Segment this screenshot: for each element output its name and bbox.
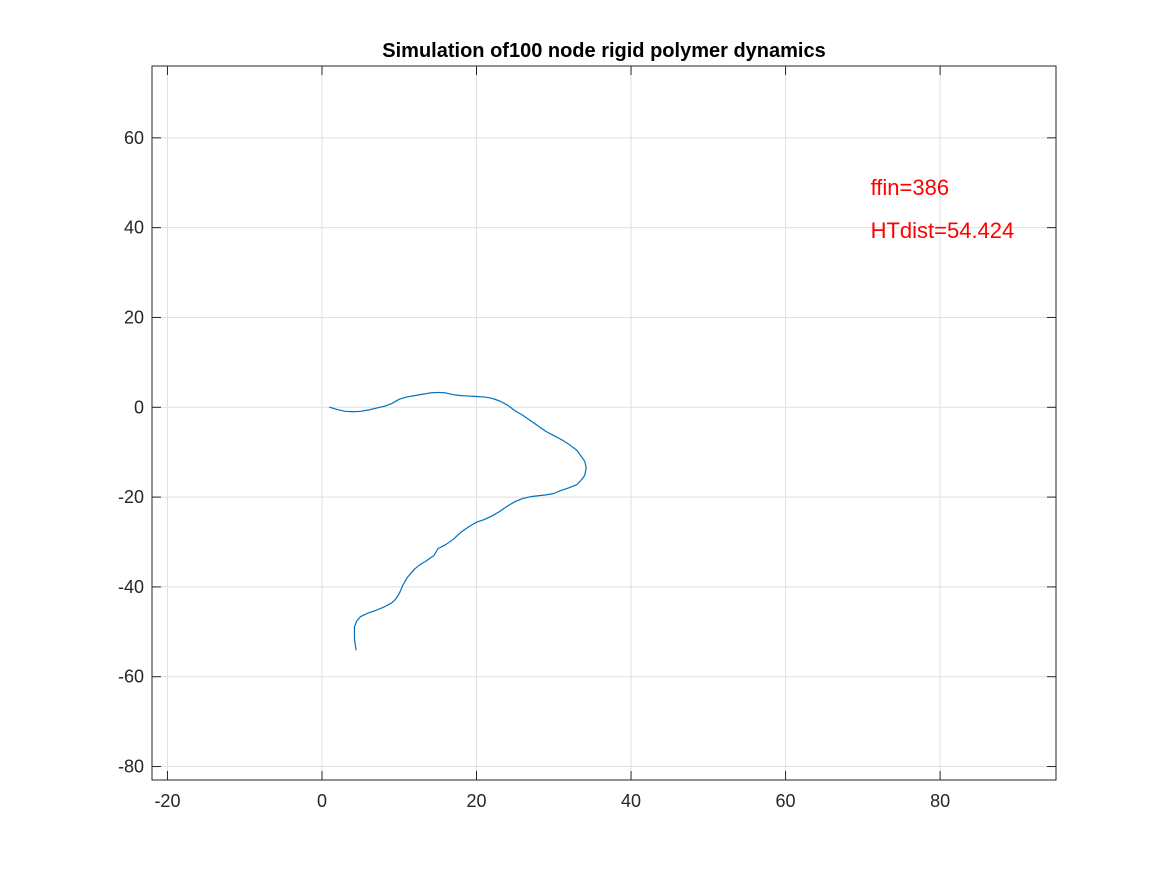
grid (152, 66, 1056, 780)
ticks: -20 0 20 40 60 80 -80 -60 -40 -20 0 20 40 60 (118, 66, 1056, 811)
y-tick-label: -80 (118, 757, 144, 777)
y-tick-label: -40 (118, 577, 144, 597)
polymer-chain-line (329, 391, 587, 651)
y-tick-label: 60 (124, 128, 144, 148)
series-layer (329, 391, 587, 651)
x-tick-label: 40 (621, 791, 641, 811)
y-tick-label: 40 (124, 218, 144, 238)
chart-title: Simulation of100 node rigid polymer dyna… (382, 40, 825, 62)
x-tick-label: 0 (317, 791, 327, 811)
y-tick-label: -20 (118, 487, 144, 507)
y-tick-label: -60 (118, 667, 144, 687)
x-tick-label: 80 (930, 791, 950, 811)
axes-box (151, 65, 1057, 781)
x-tick-label: 60 (776, 791, 796, 811)
y-tick-label: 20 (124, 307, 144, 327)
plot-area (152, 66, 1056, 780)
annotation-text: HTdist=54.424 (871, 218, 1015, 243)
x-tick-label: 20 (466, 791, 486, 811)
annotation-text: ffin=386 (871, 175, 950, 200)
annotations: ffin=386 HTdist=54.424 (871, 175, 1015, 243)
y-tick-label: 0 (134, 397, 144, 417)
x-tick-label: -20 (154, 791, 180, 811)
